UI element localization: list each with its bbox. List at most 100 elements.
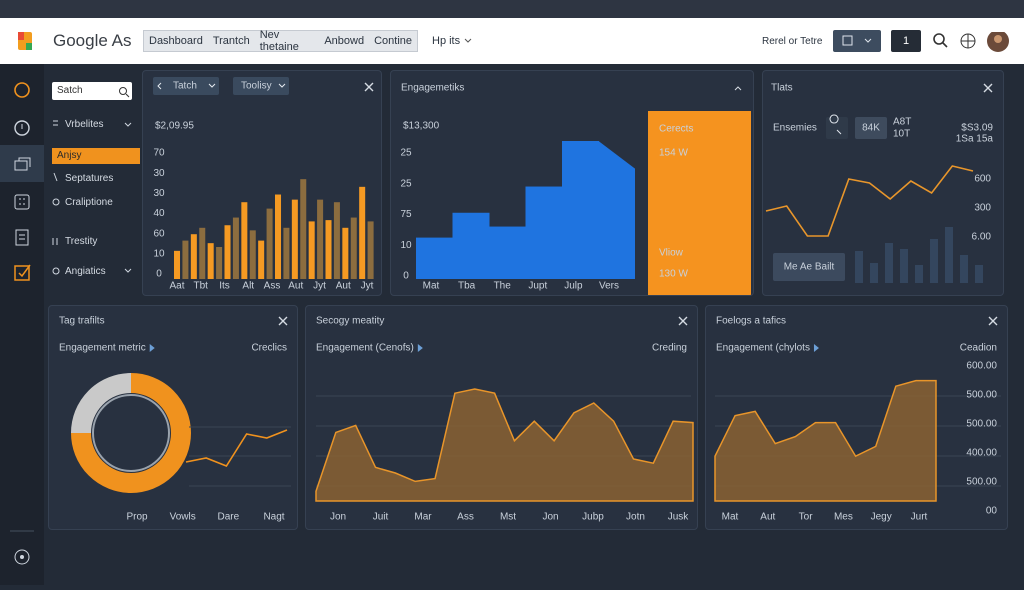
x-tick-label: Mar (414, 512, 432, 523)
x-tick-label: Jusk (668, 512, 690, 523)
bar (291, 199, 298, 279)
area-step (598, 141, 635, 279)
close-icon (678, 316, 688, 326)
stat-sub: 1Sa 15a (956, 134, 994, 145)
card-text: Cerects (659, 124, 693, 135)
y-tick-label: 60 (153, 228, 165, 239)
bar (870, 263, 878, 283)
x-tick-label: Prop (126, 512, 148, 523)
collapse-icon (734, 86, 742, 91)
bar (367, 221, 374, 279)
bar (945, 227, 953, 283)
x-tick-label: Mat (722, 512, 739, 523)
side-item[interactable]: Vrbelites (65, 119, 104, 130)
action-button[interactable] (773, 253, 845, 281)
nav-item[interactable]: Contine (374, 35, 412, 47)
top-strip (0, 0, 1024, 18)
search-box[interactable]: Satch (52, 82, 132, 100)
y-tick-label: 600 (974, 174, 991, 185)
line (185, 429, 288, 467)
view-button[interactable] (833, 30, 881, 52)
side-item[interactable]: Angiatics (65, 266, 106, 277)
close-button[interactable] (678, 316, 688, 326)
area-step (452, 212, 490, 279)
close-icon (364, 82, 374, 92)
nav-item[interactable]: Anbowd (324, 35, 365, 47)
icon-bar (0, 64, 44, 585)
x-tick-label: Jyt (361, 281, 374, 292)
bar (216, 247, 223, 279)
bar (258, 240, 265, 279)
button-label: Toolisy (241, 81, 272, 92)
x-tick-label: Vowls (170, 512, 196, 523)
bar (190, 234, 197, 279)
toolbar-button[interactable]: Tatch (153, 77, 219, 95)
bar (900, 249, 908, 283)
close-button[interactable] (278, 316, 288, 326)
x-tick-label: Ass (264, 281, 281, 292)
bar (275, 194, 282, 279)
donut-slice (71, 373, 191, 493)
x-tick-label: Tbt (194, 281, 209, 292)
bar (342, 227, 349, 279)
nav-item[interactable]: Dashboard (149, 35, 203, 47)
y-tick-label: 25 (400, 178, 412, 189)
y-tick-label: 70 (153, 148, 165, 159)
nav-item[interactable]: Trantch (212, 35, 250, 47)
side-item[interactable]: Craliptione (65, 197, 113, 208)
close-button[interactable] (983, 83, 993, 93)
x-tick-label: Julp (564, 281, 583, 292)
side-item[interactable]: Septatures (65, 173, 114, 184)
small-text: 10T (893, 129, 910, 140)
card (648, 111, 751, 295)
panel-link[interactable]: Ceadion (960, 343, 997, 354)
panel-link[interactable]: Creding (652, 343, 687, 354)
menu[interactable]: Hp its (432, 35, 461, 47)
search-button[interactable] (826, 117, 848, 139)
toolbar-button[interactable]: Toolisy (233, 77, 289, 95)
line (765, 165, 974, 237)
x-tick-label: Tor (799, 512, 814, 523)
y-tick-label: 300 (974, 203, 991, 214)
donut-inner (92, 394, 170, 472)
side-item[interactable]: Trestity (65, 236, 98, 247)
x-tick-label: Nagt (263, 512, 284, 523)
nav-item[interactable]: Nev thetaine (259, 29, 299, 53)
badge-button[interactable]: 1 (891, 30, 921, 52)
bar (199, 227, 206, 279)
brand: Google As (53, 31, 132, 50)
side-icons (52, 120, 132, 275)
x-tick-label: Its (219, 281, 230, 292)
x-tick-label: Aut (336, 281, 351, 292)
x-tick-label: Mst (500, 512, 516, 523)
y-tick-label: 500.00 (966, 477, 997, 488)
x-tick-label: Jegy (871, 512, 892, 523)
bar (855, 251, 863, 283)
x-tick-label: Vers (599, 281, 619, 292)
x-tick-label: Juit (373, 512, 389, 523)
x-tick-label: Jotn (626, 512, 645, 523)
button-bg (153, 77, 219, 95)
area (714, 379, 937, 502)
close-button[interactable] (364, 82, 374, 92)
panel: Tatch Toolisy $2,09.95 70 30 30 40 60 10 0 Aat Tbt I… (142, 70, 382, 296)
bar (266, 208, 273, 279)
side-item-active[interactable]: Anjsy (52, 148, 140, 164)
x-tick-label: Jyt (313, 281, 326, 292)
bar (182, 240, 189, 279)
close-icon (278, 316, 288, 326)
x-tick-label: Aat (169, 281, 184, 292)
close-button[interactable] (988, 316, 998, 326)
donut-slice (71, 373, 132, 434)
bar (232, 217, 239, 279)
bar (249, 230, 256, 279)
bar (308, 221, 315, 279)
panel-link[interactable]: Creclics (251, 343, 287, 354)
caret (208, 83, 216, 88)
panel-subtitle: Engagement metric (59, 343, 146, 354)
y-tick-label: 6.00 (972, 232, 992, 243)
x-tick-label: Jurt (911, 512, 928, 523)
bar (174, 250, 181, 279)
area-step (525, 186, 563, 279)
